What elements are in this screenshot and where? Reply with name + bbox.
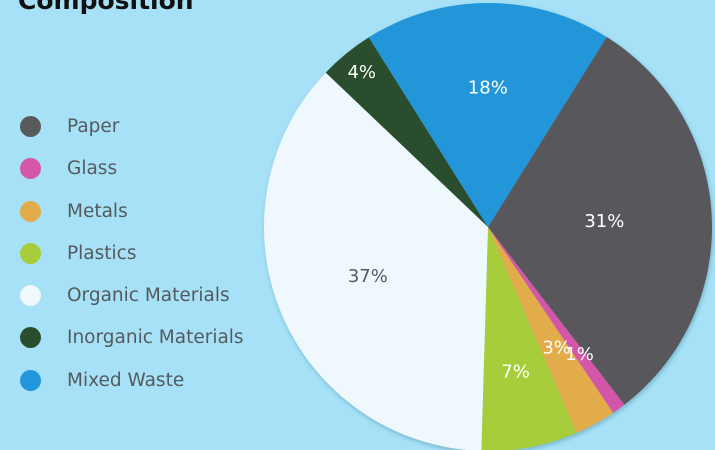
pie-label-metals: 3% bbox=[542, 337, 571, 358]
legend-item-organic-materials: Organic Materials bbox=[20, 285, 244, 307]
pie-label-glass: 1% bbox=[565, 344, 594, 365]
pie-slice-glass bbox=[488, 227, 625, 413]
pie-label-inorganic-materials: 4% bbox=[347, 62, 376, 83]
legend-item-paper: Paper bbox=[20, 116, 244, 137]
pie-label-paper: 31% bbox=[584, 211, 624, 232]
pie-slice-paper bbox=[488, 37, 713, 405]
chart-title: Composition bbox=[18, 0, 194, 15]
legend: Paper Glass Metals Plastics Organic Mate… bbox=[20, 116, 244, 412]
pie-label-plastics: 7% bbox=[501, 362, 530, 383]
pie-slice-organic-materials bbox=[264, 72, 488, 450]
legend-swatch-metals bbox=[20, 200, 41, 222]
legend-label-organic-materials: Organic Materials bbox=[67, 285, 230, 307]
pie-label-organic-materials: 37% bbox=[348, 266, 388, 287]
pie-slice-metals bbox=[488, 227, 614, 433]
pie-slice-mixed-waste bbox=[368, 2, 607, 228]
legend-item-inorganic-materials: Inorganic Materials bbox=[20, 327, 244, 349]
legend-swatch-paper bbox=[20, 116, 41, 137]
legend-swatch-glass bbox=[20, 158, 41, 180]
pie-slices bbox=[264, 2, 713, 450]
legend-item-glass: Glass bbox=[20, 158, 244, 180]
pie-slice-labels: 31% 1%3% 7% 37% 4% 18% bbox=[347, 62, 624, 383]
legend-item-plastics: Plastics bbox=[20, 242, 244, 264]
pie-slice-plastics bbox=[481, 227, 577, 450]
legend-swatch-organic-materials bbox=[20, 285, 41, 307]
legend-swatch-inorganic-materials bbox=[20, 327, 41, 349]
legend-label-glass: Glass bbox=[67, 158, 118, 180]
legend-swatch-mixed-waste bbox=[20, 369, 41, 391]
pie-label-mixed-waste: 18% bbox=[468, 78, 508, 99]
legend-label-metals: Metals bbox=[67, 200, 128, 222]
legend-label-inorganic-materials: Inorganic Materials bbox=[67, 327, 244, 349]
legend-item-mixed-waste: Mixed Waste bbox=[20, 369, 244, 391]
pie-slice-inorganic-materials bbox=[325, 37, 488, 227]
legend-item-metals: Metals bbox=[20, 200, 244, 222]
legend-label-plastics: Plastics bbox=[67, 242, 137, 264]
legend-label-mixed-waste: Mixed Waste bbox=[67, 369, 185, 391]
legend-label-paper: Paper bbox=[67, 116, 120, 137]
legend-swatch-plastics bbox=[20, 242, 41, 264]
